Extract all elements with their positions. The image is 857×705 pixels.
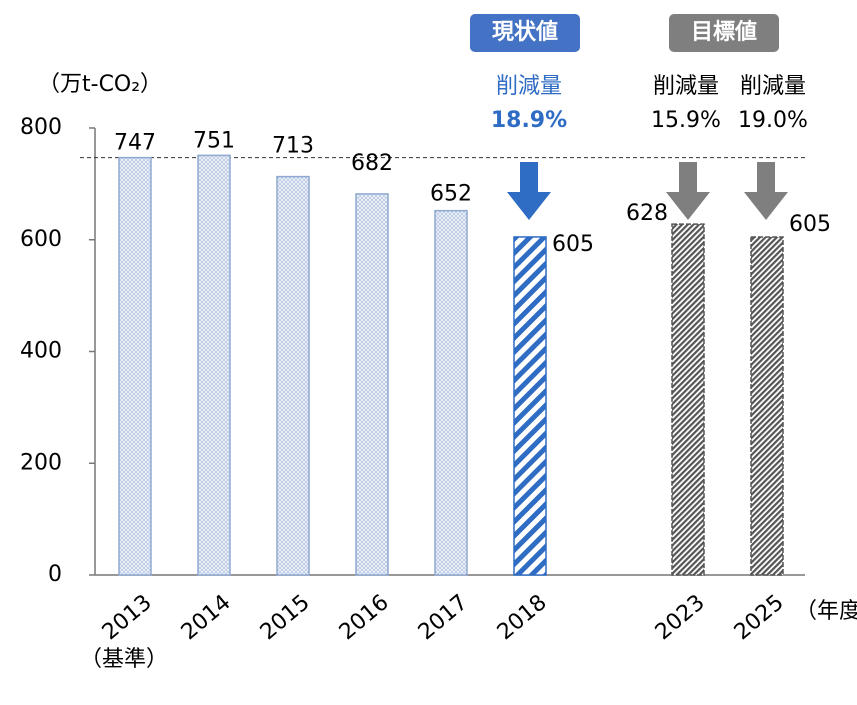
badge-text: 現状値: [492, 20, 558, 45]
annotation-value: 15.9%: [651, 108, 721, 133]
bar: [118, 156, 152, 576]
y-tick-label: 200: [20, 450, 62, 475]
value-label: 747: [114, 131, 156, 156]
x-tick-label: 2016: [335, 590, 394, 645]
badge: [669, 14, 779, 52]
arrow: [507, 162, 551, 220]
bar: [434, 209, 468, 576]
badge-text: 目標値: [691, 20, 757, 45]
annotation-label: 削減量: [740, 74, 806, 99]
y-tick-label: 600: [20, 227, 62, 252]
annotation-value: 19.0%: [738, 108, 808, 133]
bar: [671, 223, 705, 576]
x-tick-label: 2014: [177, 590, 236, 645]
value-label: 628: [626, 201, 668, 226]
x-tick-label: 2018: [493, 590, 552, 645]
y-tick-label: 0: [48, 562, 62, 587]
value-label: 682: [351, 151, 393, 176]
x-axis-label: （年度）: [795, 599, 857, 624]
base-note: （基準）: [80, 647, 168, 672]
x-tick-label: 2013: [98, 590, 157, 645]
annotation-label: 削減量: [653, 74, 719, 99]
x-tick-label: 2015: [256, 590, 315, 645]
badge: [470, 14, 580, 52]
value-label: 605: [789, 212, 831, 237]
bar: [276, 175, 310, 576]
x-tick-label: 2023: [651, 590, 710, 645]
y-tick-label: 800: [20, 115, 62, 140]
value-label: 605: [552, 232, 594, 257]
value-label: 713: [272, 134, 314, 159]
annotation-value: 18.9%: [491, 108, 567, 133]
bar: [750, 236, 784, 576]
bar: [197, 154, 231, 576]
arrow: [744, 162, 788, 220]
bar: [513, 236, 547, 576]
x-tick-label: 2017: [414, 590, 473, 645]
value-label: 751: [193, 128, 235, 153]
arrow: [666, 162, 710, 220]
value-label: 652: [430, 182, 472, 207]
bar: [355, 193, 389, 576]
annotation-label: 削減量: [496, 74, 562, 99]
y-tick-label: 400: [20, 339, 62, 364]
y-axis-label: （万t-CO₂）: [38, 72, 162, 97]
x-tick-label: 2025: [730, 590, 789, 645]
